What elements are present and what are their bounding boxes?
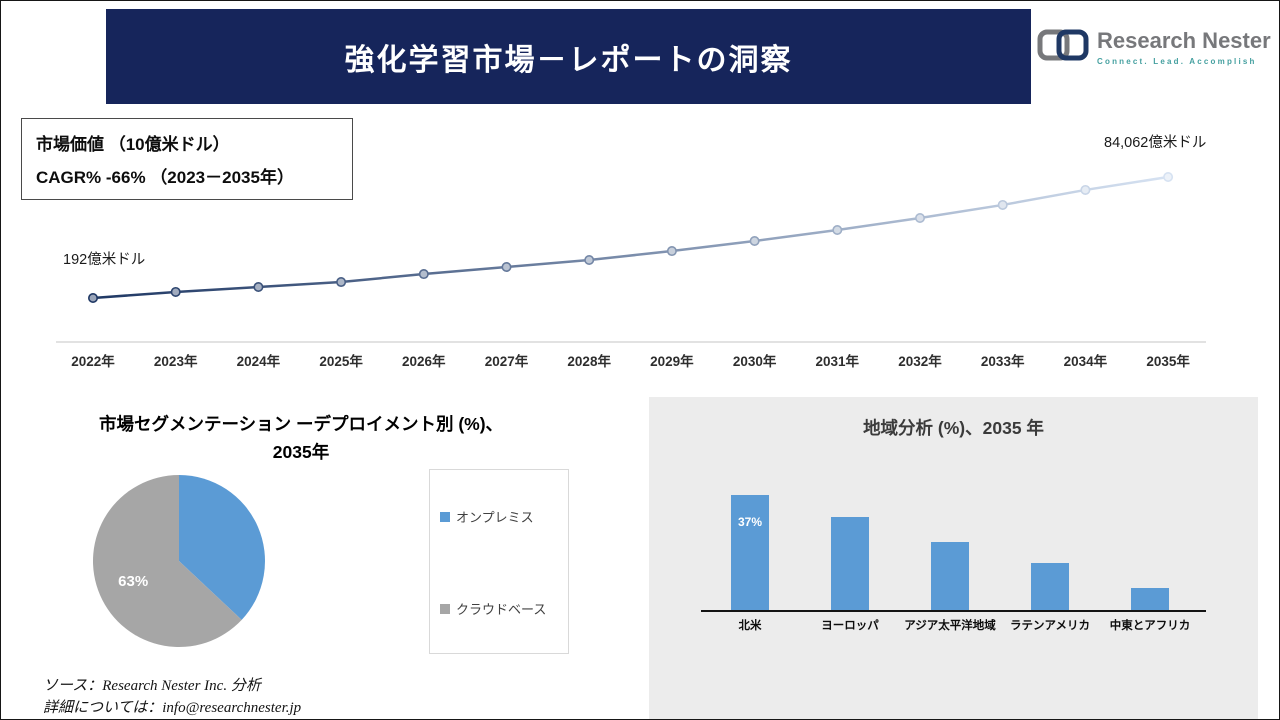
bar-category-label: ヨーロッパ (821, 620, 879, 632)
x-axis-label: 2024年 (236, 354, 281, 369)
x-axis-label: 2035年 (1146, 354, 1190, 369)
bar (831, 517, 869, 610)
line-marker (1080, 184, 1091, 195)
bar-category-label: ラテンアメリカ (1010, 620, 1090, 632)
line-marker (584, 255, 595, 266)
x-axis-labels: 2022年 2023年 2024年 2025年 2026年 2027年 2028年 2029年… (1, 350, 1279, 370)
bar-data-label: 37% (737, 515, 763, 529)
x-axis-label: 2033年 (980, 354, 1025, 369)
x-axis-label: 2023年 (153, 354, 198, 369)
bar: 37% (731, 495, 769, 610)
x-axis-label: 2022年 (71, 354, 115, 369)
x-axis-label: 2034年 (1063, 354, 1108, 369)
logo: Research Nester Connect. Lead. Accomplis… (1037, 25, 1271, 70)
x-axis-label: 2029年 (650, 354, 694, 369)
x-axis-label: 2027年 (484, 354, 529, 369)
logo-name: Research Nester (1097, 28, 1271, 54)
line-marker (832, 224, 843, 235)
legend-item: オンプレミス (440, 507, 534, 526)
x-axis-label: 2031年 (815, 354, 860, 369)
market-value-label: 市場価値 （10億米ドル） (36, 135, 230, 154)
x-axis-label: 2026年 (402, 354, 446, 369)
x-axis-label: 2030年 (732, 354, 777, 369)
legend-marker-icon (440, 603, 450, 614)
bar (931, 542, 969, 610)
bar (1131, 588, 1169, 610)
x-axis-label: 2032年 (898, 354, 942, 369)
pie-title-line2: 2035年 (272, 442, 330, 462)
line-marker (914, 213, 925, 224)
line-marker (88, 293, 99, 304)
pie-title-line1: 市場セグメンテーション ーデプロイメント別 (%)、 (98, 414, 504, 434)
x-axis-label: 2025年 (319, 354, 363, 369)
bar-axis (701, 610, 1206, 612)
footer: ソース：Research Nester Inc. 分析 詳細については：info… (43, 675, 301, 719)
legend-box: オンプレミス クラウドベース (429, 469, 569, 654)
pie-data-label: 63% (118, 573, 148, 590)
bar-chart: 37% 北米 ヨーロッパ アジア太平洋地域 ラテンアメリカ 中東とアフリカ (649, 397, 1258, 719)
page-title: 強化学習市場－レポートの洞察 (344, 43, 793, 77)
logo-tagline: Connect. Lead. Accomplish (1097, 56, 1257, 66)
end-value-label: 84,062億米ドル (1104, 135, 1207, 151)
line-marker (666, 246, 677, 257)
source-line: ソース：Research Nester Inc. 分析 (43, 678, 261, 694)
cagr-label: CAGR% -66% （2023－2035年） (36, 168, 294, 187)
title-banner: 強化学習市場－レポートの洞察 (106, 9, 1031, 104)
legend-label: クラウドベース (456, 602, 547, 617)
start-value-label: 192億米ドル (63, 252, 146, 268)
region-panel: 地域分析 (%)、2035 年 37% 北米 ヨーロッパ アジア太平洋地域 ラテンアメリ… (649, 397, 1258, 719)
trend-line (92, 175, 1169, 300)
legend-item: クラウドベース (440, 599, 546, 618)
line-marker (749, 236, 760, 247)
bar-category-label: 北米 (738, 620, 762, 632)
market-info-box: 市場価値 （10億米ドル） CAGR% -66% （2023－2035年） (21, 118, 353, 200)
x-axis-label: 2028年 (567, 354, 611, 369)
line-marker (1163, 171, 1174, 182)
line-chart-svg (56, 171, 1206, 343)
logo-text: Research Nester Connect. Lead. Accomplis… (1097, 28, 1271, 66)
chain-link-icon (1037, 25, 1089, 70)
pie-slice (92, 475, 242, 647)
legend-label: オンプレミス (456, 510, 534, 525)
line-marker (418, 269, 429, 280)
bar-category-label: 中東とアフリカ (1109, 620, 1191, 632)
line-marker (501, 262, 512, 273)
pie-slice (179, 475, 265, 620)
bar-category-label: アジア太平洋地域 (904, 620, 996, 632)
line-marker (997, 199, 1008, 210)
line-marker (253, 281, 264, 292)
pie-chart-svg: 63% (92, 475, 265, 647)
line-marker (336, 277, 347, 288)
bar (1031, 563, 1069, 610)
legend-marker-icon (440, 511, 450, 522)
contact-line: 詳細については：info@researchnester.jp (43, 700, 302, 716)
region-title: 地域分析 (%)、2035 年 (863, 418, 1044, 438)
line-marker (170, 286, 181, 297)
pie-title: 市場セグメンテーション ーデプロイメント別 (%)、 2035年 (56, 411, 546, 464)
